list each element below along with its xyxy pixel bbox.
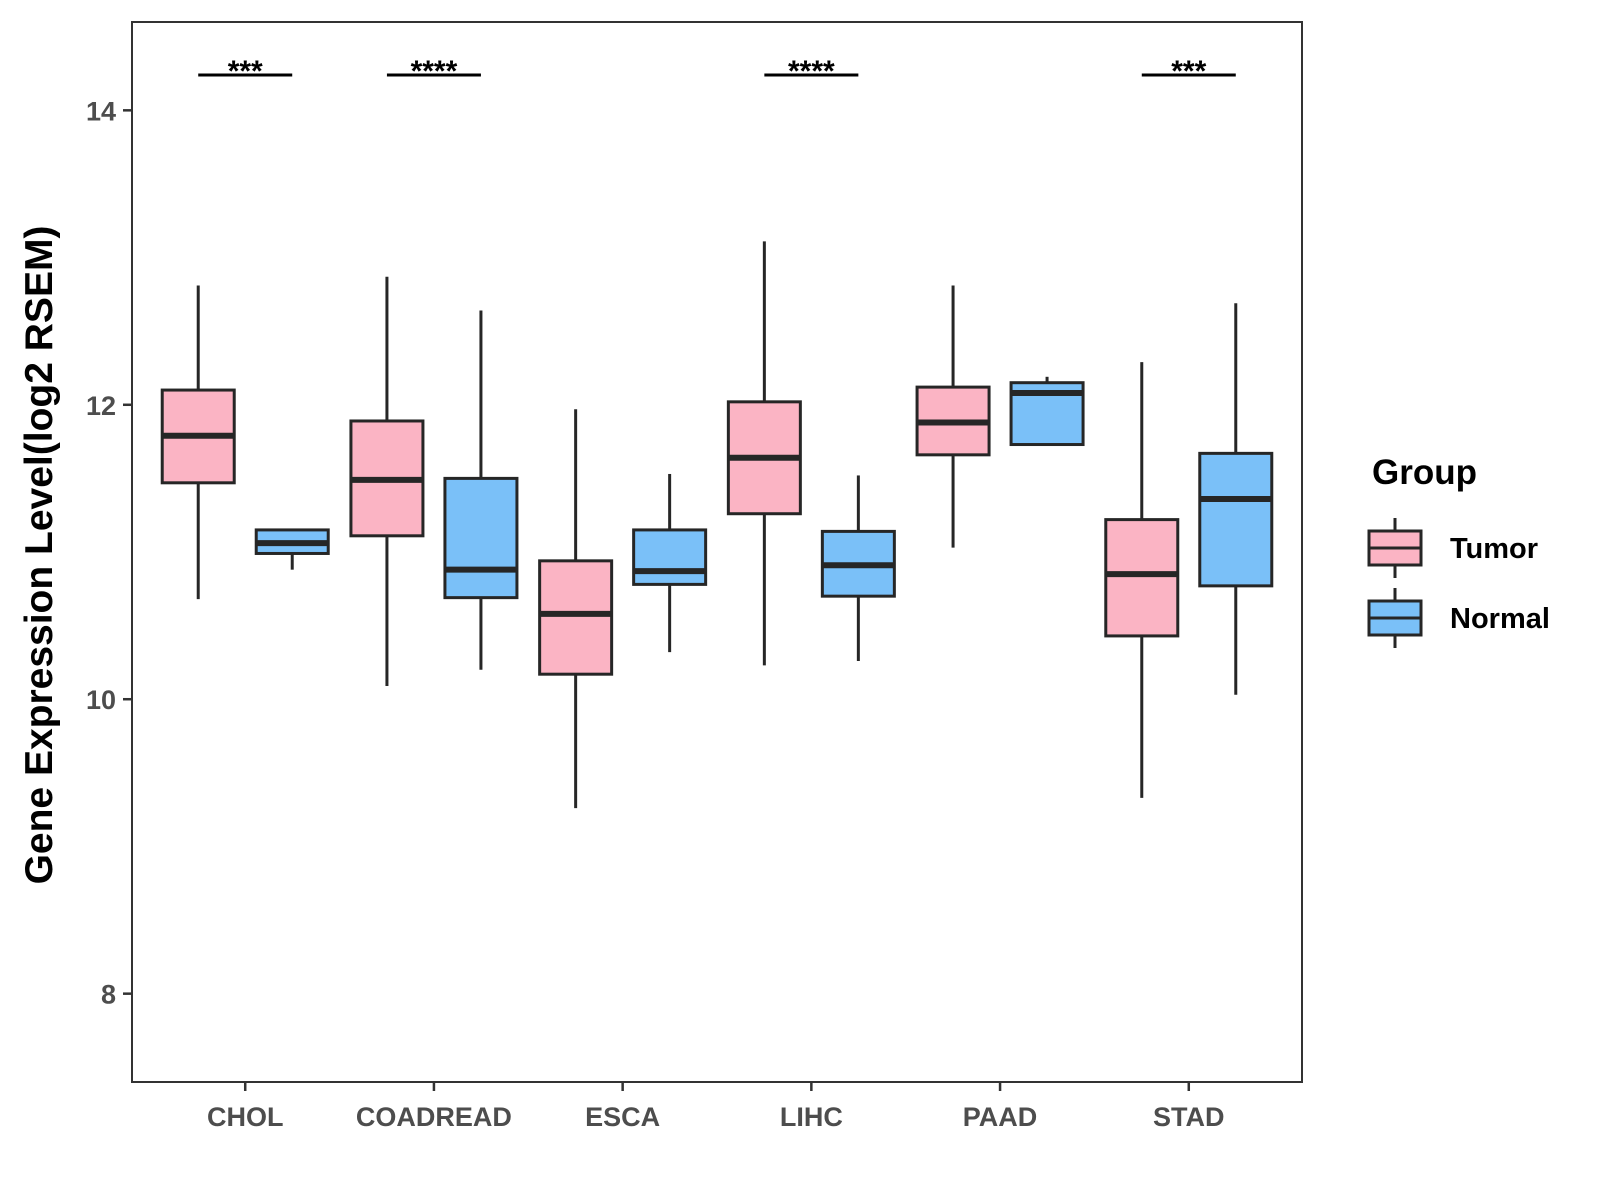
legend-label: Normal	[1450, 603, 1550, 635]
legend-title: Group	[1372, 453, 1477, 492]
y-tick-label: 12	[86, 391, 116, 421]
legend-item-normal: Normal	[1367, 588, 1550, 648]
x-tick-label: CHOL	[207, 1102, 284, 1132]
box-tumor-coadread	[349, 276, 425, 686]
box-body	[1198, 451, 1274, 588]
plot-area: *** **** **** ***	[131, 21, 1303, 1083]
panel-border	[131, 21, 1303, 1083]
y-axis: 8 10 12 14	[86, 96, 132, 1010]
box-tumor-lihc	[726, 241, 802, 666]
box-body	[538, 559, 614, 676]
x-tick-label: LIHC	[780, 1102, 843, 1132]
legend-item-tumor: Tumor	[1367, 518, 1538, 578]
box-normal-esca	[632, 473, 708, 653]
box-body	[632, 528, 708, 586]
significance-label: ****	[788, 55, 835, 88]
y-axis-title: Gene Expression Level(log2 RSEM)	[18, 226, 61, 885]
legend-label: Tumor	[1450, 533, 1538, 565]
x-tick-label: ESCA	[585, 1102, 660, 1132]
x-tick-label: COADREAD	[356, 1102, 512, 1132]
significance-label: ***	[228, 55, 263, 88]
box-normal-lihc	[820, 475, 896, 661]
box-normal-coadread	[443, 310, 519, 670]
y-tick-label: 14	[86, 96, 116, 126]
box-body	[1104, 518, 1180, 638]
significance-label: ***	[1171, 55, 1206, 88]
x-tick-label: PAAD	[963, 1102, 1038, 1132]
y-tick-label: 10	[86, 685, 116, 715]
box-tumor-paad	[915, 285, 991, 548]
legend: Group Tumor Normal	[1367, 453, 1550, 648]
box-normal-chol	[254, 528, 330, 570]
x-axis: CHOL COADREAD ESCA LIHC PAAD STAD	[207, 1082, 1225, 1132]
x-tick-label: STAD	[1153, 1102, 1225, 1132]
box-normal-paad	[1009, 376, 1085, 447]
y-tick-label: 8	[101, 980, 116, 1010]
box-tumor-stad	[1104, 362, 1180, 798]
box-tumor-esca	[538, 409, 614, 809]
box-body	[443, 476, 519, 600]
box-normal-stad	[1198, 303, 1274, 695]
box-tumor-chol	[160, 285, 236, 600]
significance-label: ****	[411, 55, 458, 88]
